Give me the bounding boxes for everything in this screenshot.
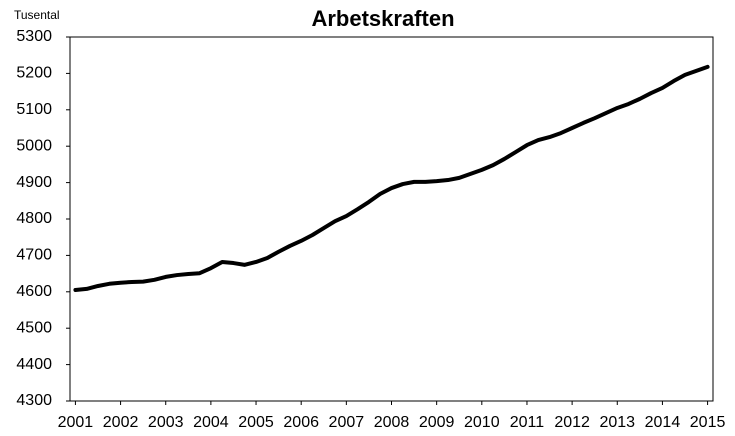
chart-title: Arbetskraften (311, 6, 454, 31)
x-tick-label: 2014 (645, 414, 681, 431)
x-tick-label: 2006 (283, 414, 319, 431)
x-tick-label: 2008 (374, 414, 410, 431)
x-tick-label: 2015 (690, 414, 726, 431)
x-tick-label: 2002 (103, 414, 139, 431)
y-tick-label: 4500 (16, 319, 52, 336)
y-tick-label: 4800 (16, 210, 52, 227)
x-tick-label: 2009 (419, 414, 455, 431)
y-tick-label: 5000 (16, 137, 52, 154)
y-tick-label: 5100 (16, 101, 52, 118)
x-tick-label: 2010 (464, 414, 500, 431)
line (73, 64, 710, 292)
plot-frame (69, 36, 714, 402)
x-tick-label: 2012 (554, 414, 590, 431)
x-tick-label: 2013 (599, 414, 635, 431)
y-tick-label: 4900 (16, 174, 52, 191)
y-axis-label: Tusental (14, 8, 60, 22)
x-tick-label: 2004 (193, 414, 229, 431)
x-tick-label: 2001 (58, 414, 94, 431)
y-tick-label: 4300 (16, 392, 52, 409)
y-tick-label: 5300 (16, 28, 52, 45)
y-tick-label: 4700 (16, 247, 52, 264)
y-tick-label: 5200 (16, 65, 52, 82)
y-tick-label: 4600 (16, 283, 52, 300)
y-tick-label: 4400 (16, 356, 52, 373)
x-tick-label: 2007 (329, 414, 365, 431)
x-tick-label: 2005 (238, 414, 274, 431)
x-tick-label: 2003 (148, 414, 184, 431)
x-tick-label: 2011 (510, 414, 545, 431)
